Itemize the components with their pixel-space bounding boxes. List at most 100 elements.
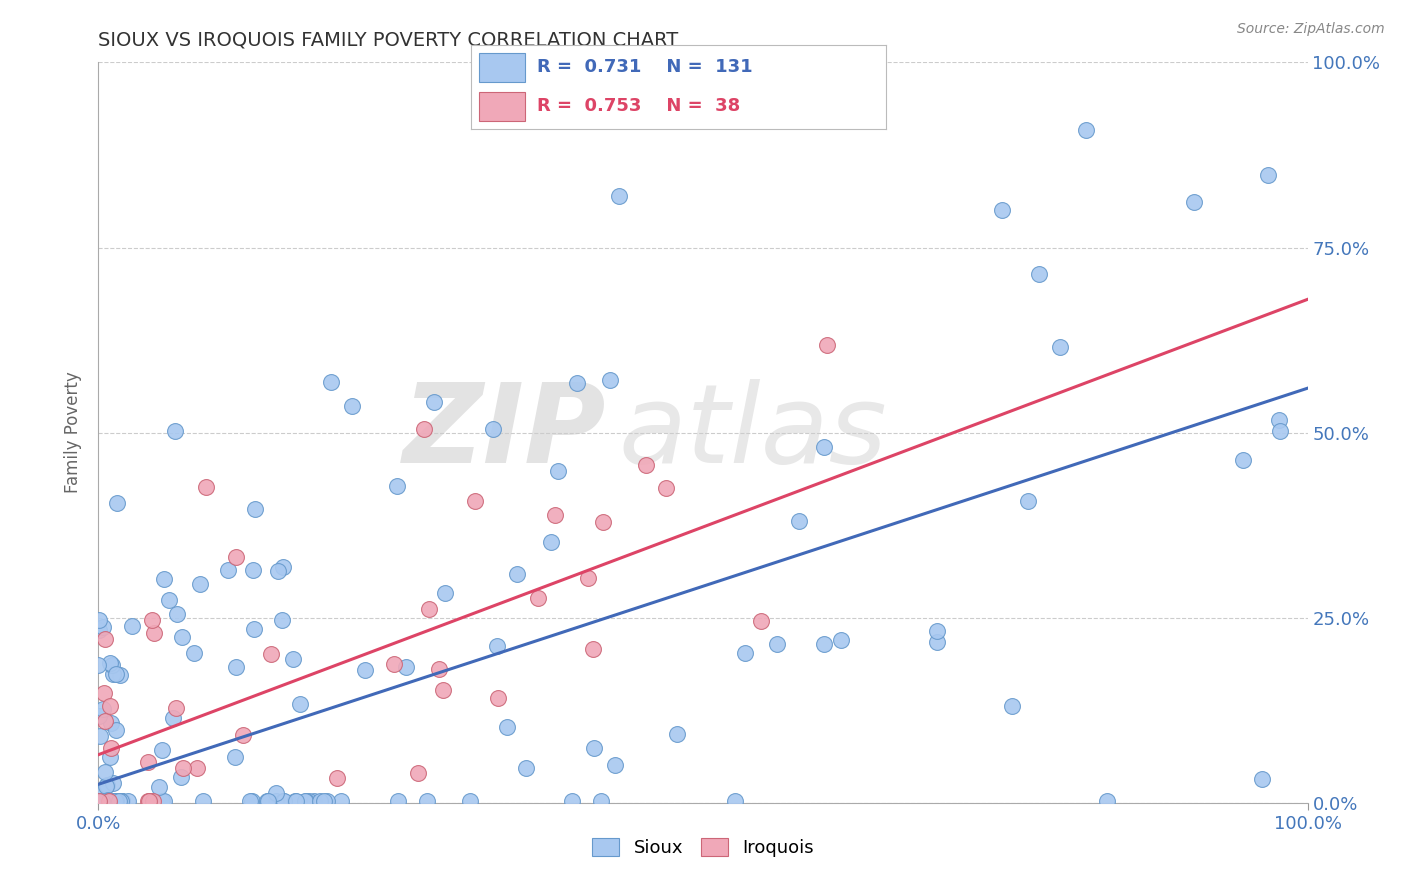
Point: [91, 702, 114, 716]
Point: [387, 478, 409, 492]
Point: [925, 635, 948, 649]
Point: [395, 660, 418, 674]
Point: [111, 794, 134, 808]
Point: [98, 794, 121, 808]
Point: [89, 729, 111, 743]
Point: [304, 794, 326, 808]
Point: [89, 624, 111, 638]
Point: [271, 794, 294, 808]
Point: [284, 794, 307, 808]
Point: [166, 607, 188, 622]
Point: [340, 399, 363, 413]
Text: R =  0.731    N =  131: R = 0.731 N = 131: [537, 59, 754, 77]
Point: [242, 622, 264, 636]
Point: [591, 794, 613, 808]
Point: [309, 794, 332, 808]
Point: [91, 786, 114, 800]
Point: [162, 711, 184, 725]
Point: [813, 637, 835, 651]
Point: [1001, 699, 1024, 714]
Point: [273, 794, 295, 808]
Point: [169, 770, 191, 784]
Point: [354, 663, 377, 677]
Point: [789, 514, 811, 528]
Point: [97, 793, 120, 807]
Point: [152, 794, 174, 808]
Point: [294, 794, 316, 808]
Point: [434, 585, 457, 599]
Point: [101, 776, 124, 790]
Point: [96, 778, 118, 792]
Point: [100, 794, 122, 808]
Point: [412, 422, 434, 436]
Point: [172, 761, 194, 775]
Point: [665, 727, 688, 741]
Point: [1017, 494, 1039, 508]
Point: [271, 560, 294, 574]
Point: [592, 515, 614, 529]
Point: [565, 376, 588, 391]
Point: [87, 613, 110, 627]
Point: [260, 647, 283, 661]
FancyBboxPatch shape: [479, 54, 524, 82]
Point: [1268, 424, 1291, 438]
Point: [749, 614, 772, 628]
Point: [288, 698, 311, 712]
Point: [427, 662, 450, 676]
Point: [634, 458, 657, 472]
Point: [271, 613, 294, 627]
Point: [582, 642, 605, 657]
Point: [153, 794, 176, 808]
Point: [240, 794, 263, 808]
Point: [1028, 267, 1050, 281]
Text: ZIP: ZIP: [402, 379, 606, 486]
Point: [813, 440, 835, 454]
Point: [87, 658, 110, 673]
Point: [547, 464, 569, 478]
Point: [183, 647, 205, 661]
Point: [330, 794, 353, 808]
Point: [991, 202, 1014, 217]
Point: [90, 794, 112, 808]
Point: [1095, 794, 1118, 808]
Point: [264, 794, 287, 808]
Point: [326, 771, 349, 785]
Point: [110, 794, 132, 808]
Point: [655, 481, 678, 495]
Point: [100, 715, 122, 730]
Point: [153, 572, 176, 586]
Point: [544, 508, 567, 523]
Point: [609, 189, 631, 203]
Point: [87, 794, 110, 808]
Point: [97, 794, 120, 808]
Point: [93, 794, 115, 808]
Point: [734, 647, 756, 661]
Point: [96, 794, 118, 808]
Point: [527, 591, 550, 606]
Point: [1250, 772, 1272, 786]
Point: [96, 779, 118, 793]
Point: [117, 794, 139, 808]
Point: [105, 723, 128, 738]
Point: [110, 667, 132, 681]
Point: [224, 750, 246, 764]
Point: [166, 701, 188, 715]
Point: [91, 620, 114, 634]
Point: [100, 740, 122, 755]
Point: [157, 592, 180, 607]
Point: [98, 699, 121, 714]
Point: [415, 794, 437, 808]
Point: [285, 794, 308, 808]
Point: [298, 794, 321, 808]
Point: [101, 657, 124, 672]
Point: [1257, 168, 1279, 182]
Point: [506, 567, 529, 582]
Y-axis label: Family Poverty: Family Poverty: [65, 372, 83, 493]
Point: [94, 764, 117, 779]
Point: [239, 794, 262, 808]
Point: [422, 394, 444, 409]
Point: [150, 742, 173, 756]
Point: [142, 625, 165, 640]
Point: [295, 794, 318, 808]
Point: [460, 794, 482, 808]
